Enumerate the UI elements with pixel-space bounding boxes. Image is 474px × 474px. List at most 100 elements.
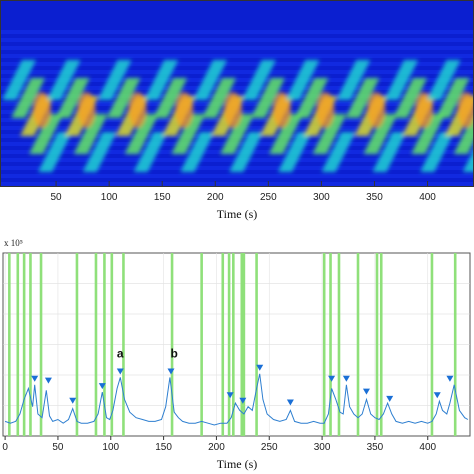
heatmap-streak (2, 60, 37, 100)
heatmap-streak-group (2, 60, 474, 172)
line-x-ticks: 0 50 100 150 200 250 300 350 400 (2, 436, 437, 453)
heatmap-band (0, 62, 474, 66)
peak-marker (44, 377, 52, 384)
heatmap-hotspot (367, 92, 386, 128)
heatmap-x-ticks: 50 100 150 200 250 300 350 400 (51, 181, 436, 203)
heatmap-streak (38, 132, 73, 172)
heatmap-hotspot (316, 92, 335, 128)
heatmap-streak (97, 60, 132, 100)
heatmap-streak (202, 78, 237, 118)
heatmap-x-tick-label: 150 (154, 192, 171, 203)
line-x-tick-label: 200 (208, 442, 225, 453)
heatmap-streak (73, 114, 108, 154)
line-x-tick-label: 50 (52, 442, 64, 453)
peak-marker (286, 399, 294, 406)
heatmap-x-tick-label: 100 (101, 192, 118, 203)
peak-marker (433, 392, 441, 399)
peak-markers (31, 364, 454, 406)
heatmap-band (0, 86, 474, 90)
peak-marker (362, 388, 370, 395)
heatmap-streak (294, 78, 329, 118)
line-x-tick-label: 150 (155, 442, 172, 453)
peak-marker (98, 383, 106, 390)
heatmap-streak (384, 60, 419, 100)
heatmap-band (0, 38, 474, 42)
peak-marker (239, 397, 247, 404)
annotation-label: b (170, 346, 177, 360)
heatmap-streak (241, 60, 276, 100)
heatmap-band (0, 150, 474, 154)
heatmap-band (0, 78, 474, 82)
heatmap-streak (11, 78, 46, 118)
heatmap-streak (133, 132, 168, 172)
heatmap-streak (420, 132, 455, 172)
heatmap-streak (277, 132, 312, 172)
heatmap-streak (363, 114, 398, 154)
heatmap-streak (106, 78, 141, 118)
line-x-tick-label: 350 (367, 442, 384, 453)
heatmap-x-tick-label: 200 (207, 192, 224, 203)
line-x-tick-label: 100 (102, 442, 119, 453)
heatmap-streak (372, 132, 407, 172)
peak-marker (69, 397, 77, 404)
series-layer (4, 373, 469, 426)
heatmap-streak (220, 114, 255, 154)
heatmap-x-tick-label: 400 (419, 192, 436, 203)
heatmap-x-tick-label: 50 (51, 192, 63, 203)
heatmap-streak (345, 78, 380, 118)
heatmap-streak (193, 60, 228, 100)
heatmap-streak (321, 132, 356, 172)
heatmap-streak (29, 114, 64, 154)
heatmap-streak (82, 132, 117, 172)
heatmap-band (0, 70, 474, 74)
peak-marker (446, 375, 454, 382)
peak-marker (31, 375, 39, 382)
heatmap-streak (462, 149, 474, 172)
heatmap-streak (180, 132, 215, 172)
line-x-axis-title: Time (s) (217, 457, 258, 471)
heatmap-band (0, 182, 474, 186)
series-line (4, 373, 469, 426)
event-lines (8, 253, 457, 436)
heatmap-streak (426, 60, 461, 100)
heatmap-band (0, 30, 474, 34)
line-x-tick-label: 300 (314, 442, 331, 453)
heatmap-streak (55, 78, 90, 118)
peak-marker (256, 364, 264, 371)
line-x-tick-label: 0 (2, 442, 8, 453)
peak-marker (342, 375, 350, 382)
heatmap-band (0, 46, 474, 50)
heatmap-x-tick-label: 250 (260, 192, 277, 203)
heatmap-streak (153, 78, 188, 118)
heatmap-streaks (0, 30, 474, 186)
heatmap-streak (171, 114, 206, 154)
heatmap-streak (435, 78, 470, 118)
heatmap-hotspot (175, 92, 194, 128)
heatmap-streak (336, 60, 371, 100)
heatmap-streak (268, 114, 303, 154)
line-x-tick-label: 400 (419, 442, 436, 453)
peak-marker (167, 368, 175, 375)
heatmap-streak (46, 60, 81, 100)
heatmap-hotspot (272, 92, 291, 128)
y-exponent-label: x 10⁵ (4, 238, 23, 248)
heatmap-band (0, 54, 474, 58)
heatmap-streak (312, 114, 347, 154)
line-x-tick-label: 250 (261, 442, 278, 453)
peak-marker (386, 395, 394, 402)
annotation-label: a (117, 346, 124, 360)
heatmap-hotspot (224, 92, 243, 128)
heatmap-x-tick-label: 300 (313, 192, 330, 203)
heatmap-hotspot (415, 92, 434, 128)
heatmap-band (0, 174, 474, 178)
heatmap-hotspot (33, 92, 52, 128)
peak-marker (226, 392, 234, 399)
peak-marker (116, 368, 124, 375)
heatmap-hotspot (457, 92, 474, 128)
heatmap-panel: 50 100 150 200 250 300 350 400 Time (s) (0, 0, 474, 221)
heatmap-streak (393, 78, 428, 118)
heatmap-hotspot (77, 92, 96, 128)
